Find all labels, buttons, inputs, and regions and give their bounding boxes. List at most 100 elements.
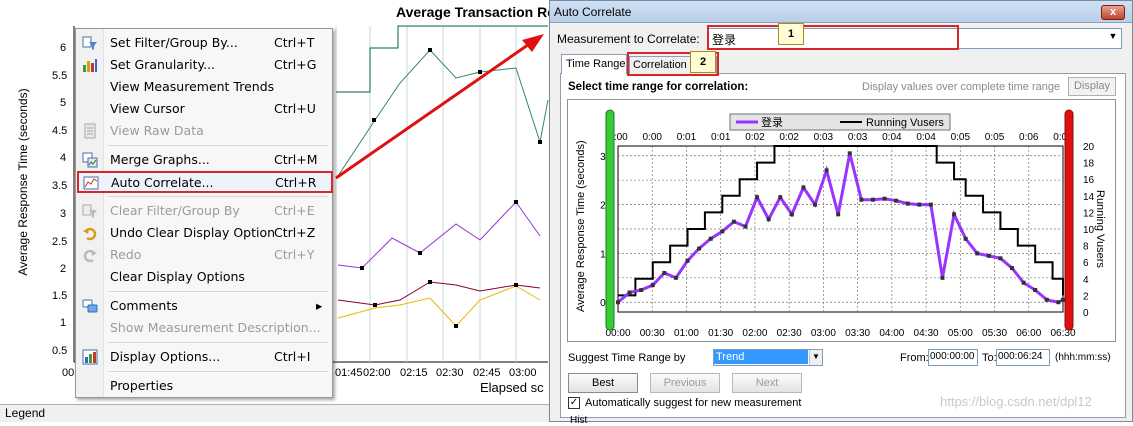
menu-item-label: Set Granularity...: [110, 57, 216, 72]
callout-1: 1: [778, 23, 804, 45]
x-tick-label: 00:00: [605, 328, 630, 339]
submenu-arrow-icon: ▸: [316, 298, 323, 313]
y-tick: 3.5: [52, 180, 68, 192]
from-time-field[interactable]: 000:00:00: [928, 349, 978, 366]
x-tick-label: 05:00: [948, 328, 973, 339]
legend-bar[interactable]: [0, 404, 550, 422]
menu-item-label: Merge Graphs...: [110, 152, 210, 167]
best-button[interactable]: Best: [568, 373, 638, 393]
menu-item-undo-clear-display[interactable]: Undo Clear Display Option Ctrl+Z: [78, 223, 330, 243]
data-point-login: [986, 253, 991, 258]
data-point-login: [975, 251, 980, 256]
menu-item-label: Redo: [110, 247, 142, 262]
suggest-range-label: Suggest Time Range by: [568, 352, 686, 364]
y2-tick-label: 20: [1083, 142, 1095, 153]
menu-separator: [108, 371, 328, 372]
previous-button[interactable]: Previous: [650, 373, 720, 393]
correlation-chart-svg: 00:00 0:00 00:30 0:00 01:00 0:01 01:30 0:01 02:0…: [575, 109, 1106, 339]
x-top-tick-label: 0:00: [642, 132, 662, 143]
dialog-title-bar[interactable]: [550, 1, 1132, 23]
x-tick-label: 01:30: [708, 328, 733, 339]
x-top-tick-label: 0:06: [1053, 132, 1073, 143]
menu-item-label: Auto Correlate...: [111, 175, 214, 190]
data-point-login: [1033, 288, 1038, 293]
auto-suggest-checkbox[interactable]: ✓: [568, 397, 580, 409]
next-button[interactable]: Next: [732, 373, 802, 393]
menu-item-view-measurement-trends[interactable]: View Measurement Trends: [78, 77, 330, 97]
close-button[interactable]: x: [1101, 5, 1125, 20]
data-point-login: [708, 236, 713, 241]
data-point-login: [859, 197, 864, 202]
auto-correlate-icon: [83, 176, 99, 190]
x-top-tick-label: 0:05: [951, 132, 971, 143]
menu-item-properties[interactable]: Properties: [78, 376, 330, 396]
chevron-down-icon[interactable]: ▼: [809, 350, 822, 365]
menu-item-view-cursor[interactable]: View Cursor Ctrl+U: [78, 99, 330, 119]
menu-item-comments[interactable]: Comments ▸: [78, 296, 330, 316]
x-tick-label: 00:30: [640, 328, 665, 339]
data-point-login: [766, 217, 771, 222]
y-tick: 1: [60, 317, 67, 329]
from-label: From:: [900, 352, 929, 364]
y-tick: 2: [60, 263, 67, 275]
menu-item-shortcut: Ctrl+E: [274, 203, 315, 218]
x-top-tick-label: 0:05: [985, 132, 1005, 143]
data-point-login: [801, 185, 806, 190]
menu-separator: [108, 145, 328, 146]
menu-item-shortcut: Ctrl+Z: [274, 225, 316, 240]
x-tick-label: 05:30: [982, 328, 1007, 339]
x-tick: 02:00: [363, 367, 391, 379]
data-point-login: [928, 202, 933, 207]
data-point-login: [755, 195, 760, 200]
menu-item-view-raw-data[interactable]: View Raw Data: [78, 121, 330, 141]
menu-item-show-description[interactable]: Show Measurement Description...: [78, 318, 330, 338]
menu-item-display-options[interactable]: Display Options... Ctrl+I: [78, 347, 330, 367]
legend-text-login: 登录: [761, 115, 783, 129]
data-point-login: [882, 196, 887, 201]
x-tick-label: 03:30: [845, 328, 870, 339]
menu-item-auto-correlate[interactable]: Auto Correlate... Ctrl+R: [77, 171, 333, 193]
data-point-login: [650, 283, 655, 288]
x-top-tick-label: 0:00: [608, 132, 628, 143]
x-tick-label: 06:00: [1016, 328, 1041, 339]
chart-y-axis-label: Average Response Time (seconds): [575, 140, 587, 312]
y-tick: 4: [60, 152, 67, 164]
y-tick: 5: [60, 97, 67, 109]
range-end-handle[interactable]: [1064, 109, 1074, 331]
menu-item-set-granularity[interactable]: Set Granularity... Ctrl+G: [78, 55, 330, 75]
to-time-field[interactable]: 000:06:24: [996, 349, 1050, 366]
menu-item-label: View Raw Data: [110, 123, 204, 138]
chevron-down-icon[interactable]: ▼: [1108, 31, 1118, 41]
granularity-icon: [83, 59, 97, 72]
y-tick: 4.5: [52, 125, 68, 137]
menu-item-label: View Cursor: [110, 101, 185, 116]
data-point-login: [697, 246, 702, 251]
annotation-arrow: [335, 34, 544, 180]
data-point-login: [789, 212, 794, 217]
menu-separator: [108, 291, 328, 292]
series-line-running-vusers: [618, 145, 1064, 297]
y-tick: 6: [60, 42, 67, 54]
menu-item-label: Clear Display Options: [110, 269, 245, 284]
y2-tick-label: 18: [1083, 159, 1095, 170]
range-start-handle[interactable]: [605, 109, 615, 331]
data-point-login: [870, 197, 875, 202]
x-tick: 02:30: [436, 367, 464, 379]
series-line-login: [617, 152, 1064, 304]
menu-item-redo[interactable]: Redo Ctrl+Y: [78, 245, 330, 265]
data-point-login: [639, 288, 644, 293]
tab-time-range[interactable]: Time Range: [561, 54, 627, 74]
display-button[interactable]: Display: [1068, 77, 1116, 96]
watermark: https://blog.csdn.net/dpl12: [940, 394, 1092, 409]
legend-text-vusers: Running Vusers: [866, 117, 944, 129]
menu-item-merge-graphs[interactable]: Merge Graphs... Ctrl+M: [78, 150, 330, 170]
menu-item-clear-filter[interactable]: Clear Filter/Group By Ctrl+E: [78, 201, 330, 221]
data-point-login: [673, 275, 678, 280]
data-point-login: [917, 202, 922, 207]
highlight-box-measurement: [707, 25, 959, 50]
menu-item-set-filter[interactable]: Set Filter/Group By... Ctrl+T: [78, 33, 330, 53]
auto-correlate-dialog: Auto Correlate x Measurement to Correlat…: [549, 0, 1133, 426]
correlation-chart[interactable]: 00:00 0:00 00:30 0:00 01:00 0:01 01:30 0:01 02:0…: [567, 99, 1116, 342]
menu-item-clear-display-options[interactable]: Clear Display Options: [78, 267, 330, 287]
data-point-login: [627, 290, 632, 295]
